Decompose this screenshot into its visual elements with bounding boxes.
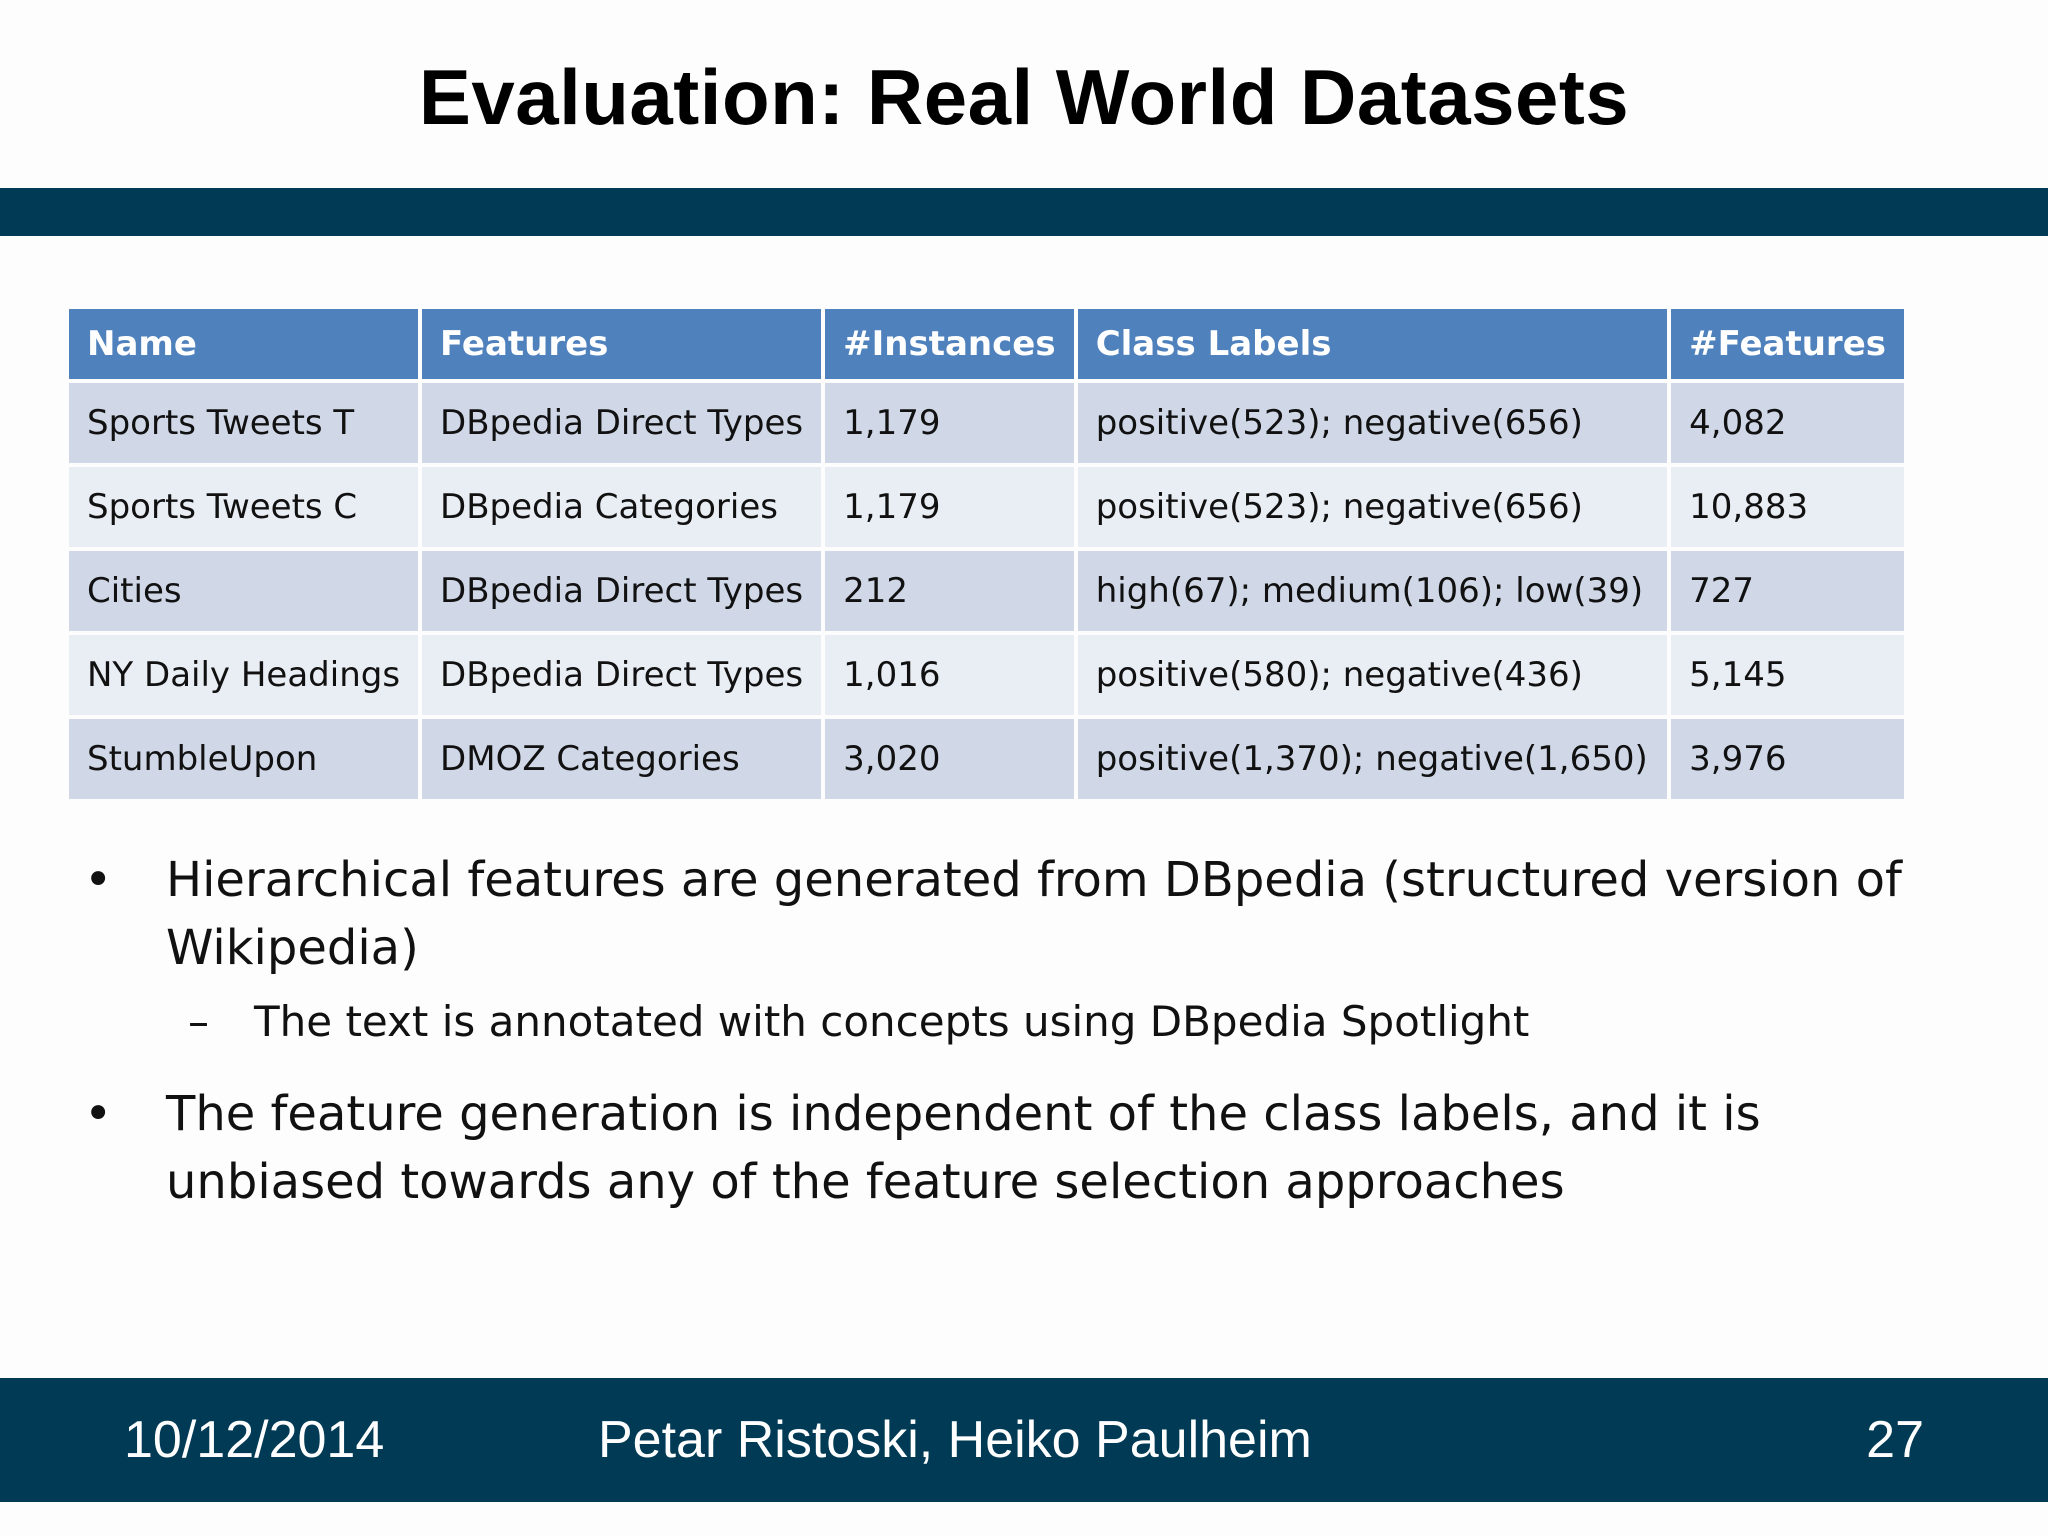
sub-bullet-text: The text is annotated with concepts usin… (254, 997, 1530, 1046)
header-feature-count: #Features (1671, 309, 1904, 379)
bullet-list: • Hierarchical features are generated fr… (84, 846, 1974, 1226)
table-row: StumbleUpon DMOZ Categories 3,020 positi… (69, 719, 1904, 799)
cell-name: Sports Tweets C (69, 467, 419, 547)
cell-name: Cities (69, 551, 419, 631)
datasets-table: Name Features #Instances Class Labels #F… (65, 305, 1908, 803)
sub-bullet-item: – The text is annotated with concepts us… (84, 992, 1974, 1052)
table-row: Sports Tweets C DBpedia Categories 1,179… (69, 467, 1904, 547)
cell-instances: 1,179 (825, 383, 1074, 463)
bullet-marker: • (84, 852, 113, 908)
header-features: Features (422, 309, 822, 379)
slide-number: 27 (1866, 1411, 1924, 1469)
table-row: Sports Tweets T DBpedia Direct Types 1,1… (69, 383, 1904, 463)
bullet-marker: • (84, 1086, 113, 1142)
cell-instances: 212 (825, 551, 1074, 631)
bullet-item: • Hierarchical features are generated fr… (84, 846, 1974, 982)
bullet-item: • The feature generation is independent … (84, 1080, 1974, 1216)
cell-features: DBpedia Categories (422, 467, 822, 547)
cell-name: StumbleUpon (69, 719, 419, 799)
cell-name: NY Daily Headings (69, 635, 419, 715)
footer-date: 10/12/2014 (124, 1411, 385, 1469)
table-row: Cities DBpedia Direct Types 212 high(67)… (69, 551, 1904, 631)
cell-class-labels: positive(523); negative(656) (1077, 467, 1668, 547)
cell-name: Sports Tweets T (69, 383, 419, 463)
cell-instances: 1,016 (825, 635, 1074, 715)
table-header-row: Name Features #Instances Class Labels #F… (69, 309, 1904, 379)
bullet-text: Hierarchical features are generated from… (166, 852, 1902, 976)
cell-class-labels: positive(580); negative(436) (1077, 635, 1668, 715)
cell-features: DBpedia Direct Types (422, 635, 822, 715)
header-name: Name (69, 309, 419, 379)
footer-authors: Petar Ristoski, Heiko Paulheim (598, 1411, 1312, 1469)
cell-features: DMOZ Categories (422, 719, 822, 799)
table-row: NY Daily Headings DBpedia Direct Types 1… (69, 635, 1904, 715)
cell-features: DBpedia Direct Types (422, 551, 822, 631)
cell-class-labels: high(67); medium(106); low(39) (1077, 551, 1668, 631)
slide-title: Evaluation: Real World Datasets (418, 53, 1630, 141)
cell-class-labels: positive(523); negative(656) (1077, 383, 1668, 463)
cell-feature-count: 5,145 (1671, 635, 1904, 715)
cell-features: DBpedia Direct Types (422, 383, 822, 463)
cell-feature-count: 4,082 (1671, 383, 1904, 463)
cell-feature-count: 10,883 (1671, 467, 1904, 547)
header-instances: #Instances (825, 309, 1074, 379)
cell-instances: 3,020 (825, 719, 1074, 799)
sub-bullet-marker: – (188, 997, 209, 1046)
cell-feature-count: 3,976 (1671, 719, 1904, 799)
cell-feature-count: 727 (1671, 551, 1904, 631)
cell-class-labels: positive(1,370); negative(1,650) (1077, 719, 1668, 799)
title-divider-band (0, 188, 2048, 236)
footer-band (0, 1378, 2048, 1502)
header-class-labels: Class Labels (1077, 309, 1668, 379)
bullet-text: The feature generation is independent of… (166, 1086, 1761, 1210)
cell-instances: 1,179 (825, 467, 1074, 547)
